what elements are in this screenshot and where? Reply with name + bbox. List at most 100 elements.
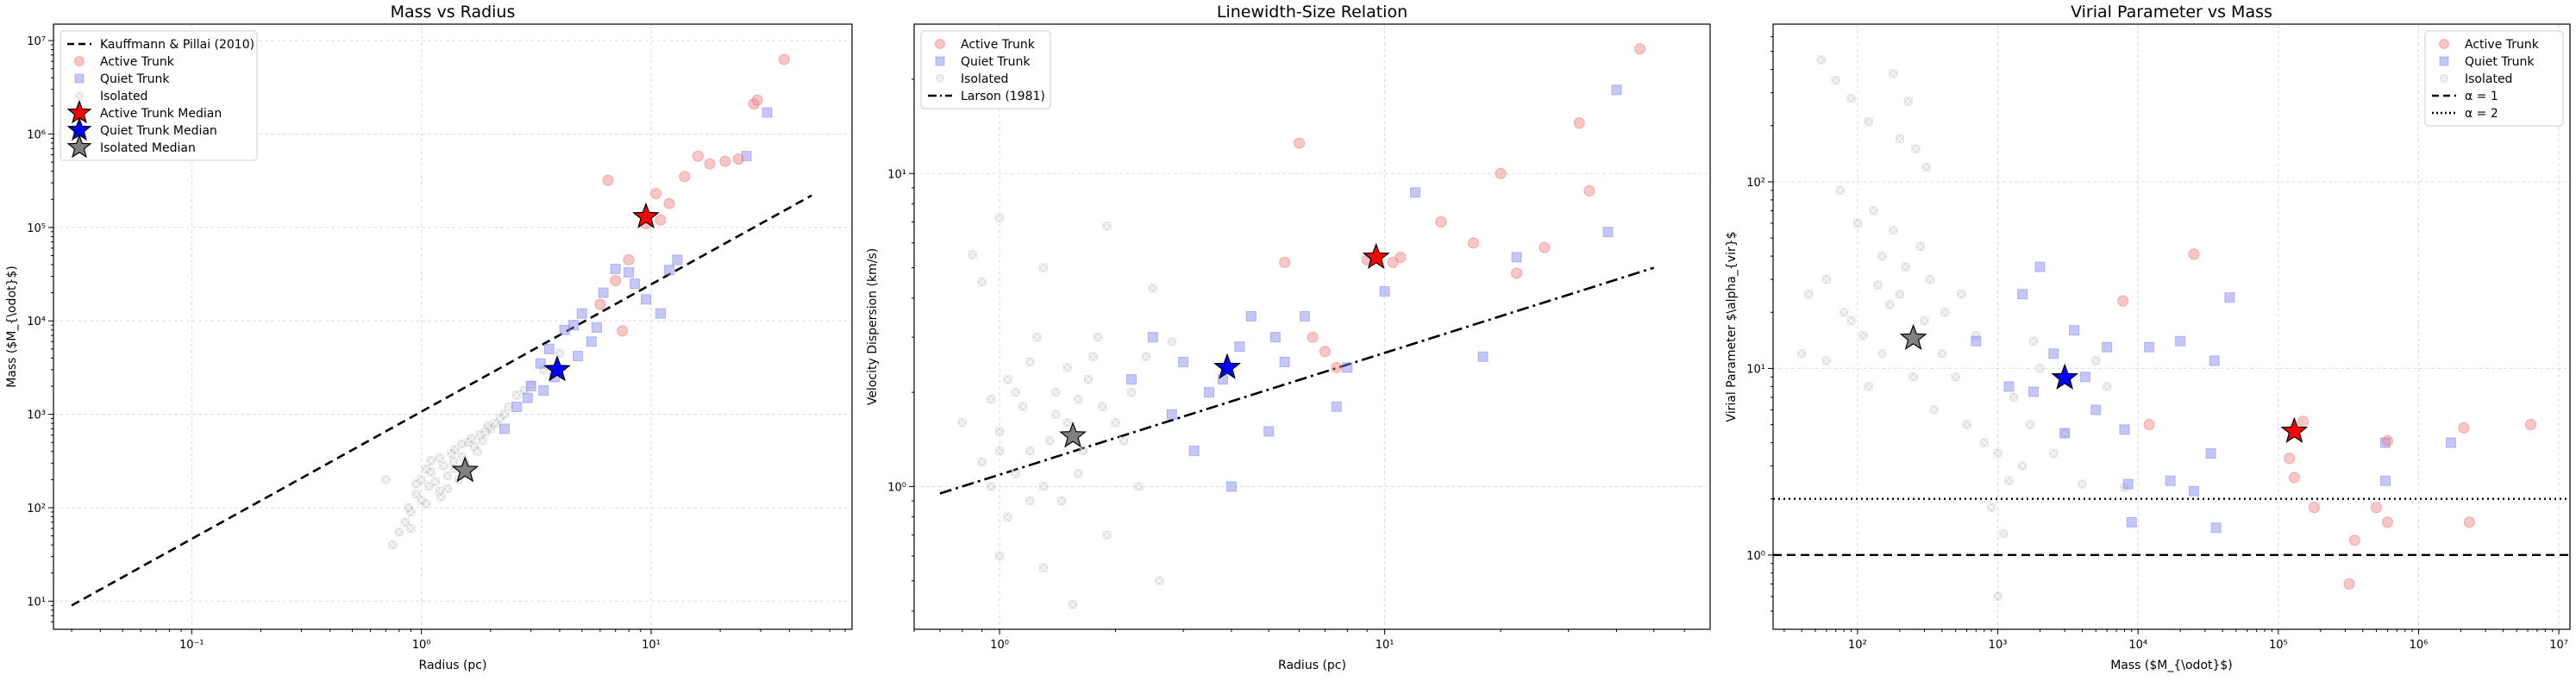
data-point-isolated-cross <box>478 435 488 446</box>
data-point-quiet-trunk <box>2188 485 2199 497</box>
data-point-quiet-trunk <box>2205 448 2216 459</box>
data-point-isolated-cross <box>994 426 1005 436</box>
data-point-isolated-cross <box>1044 435 1055 446</box>
data-point-isolated-cross <box>1025 496 1035 506</box>
data-point-quiet-trunk <box>2102 341 2113 353</box>
data-point-isolated-cross <box>2090 355 2101 365</box>
data-point-active-trunk-median <box>632 202 660 228</box>
reference-line <box>71 194 812 607</box>
grid <box>1773 24 2570 629</box>
data-point-quiet-trunk <box>2126 516 2137 528</box>
legend-label: Quiet Trunk <box>961 55 1031 69</box>
data-point-isolated-cross <box>2025 420 2035 430</box>
data-point-isolated-cross <box>480 427 491 437</box>
data-point-isolated-cross <box>2102 381 2112 391</box>
data-point-isolated-cross <box>1831 75 1841 85</box>
data-point-active-trunk <box>692 150 704 162</box>
data-point-active-trunk <box>1387 256 1399 268</box>
data-point-active-trunk <box>2117 295 2129 307</box>
data-point-isolated-cross <box>438 461 448 472</box>
axes-frame <box>1772 23 2571 630</box>
data-point-isolated-cross <box>1873 280 1883 291</box>
axes-frame <box>53 23 853 630</box>
data-point-isolated-cross <box>1141 352 1151 362</box>
axes-frame <box>913 23 1711 630</box>
panel-mass-vs-radius: Mass vs Radius Radius (pc) Mass ($M_{\od… <box>5 3 853 672</box>
data-point-active-trunk <box>617 325 629 337</box>
data-point-active-trunk <box>1539 241 1551 253</box>
data-point-isolated-cross <box>1864 116 1874 127</box>
data-point-isolated-cross <box>457 439 467 449</box>
data-point-isolated-cross <box>977 457 987 467</box>
data-point-quiet-trunk <box>543 343 555 354</box>
median-star-isolated-median <box>1059 422 1087 448</box>
data-point-quiet-trunk <box>535 358 546 369</box>
legend-label: Larson (1981) <box>961 90 1045 103</box>
data-point-quiet-trunk <box>2034 261 2046 272</box>
x-tick-label: 10² <box>1848 639 1867 652</box>
data-point-quiet-trunk <box>762 107 773 118</box>
data-point-quiet-trunk <box>1188 446 1200 457</box>
x-axis-label-radius: Radius (pc) <box>1278 659 1346 672</box>
data-point-isolated-cross <box>1920 316 1930 326</box>
reference-line <box>939 266 1655 495</box>
grid <box>53 24 852 629</box>
data-point-active-trunk <box>2188 248 2200 260</box>
y-tick-label: 10¹ <box>1746 363 1765 376</box>
legend-label: α = 2 <box>2465 107 2498 121</box>
data-point-isolated-cross <box>1993 448 2003 459</box>
legend-swatch-quiet <box>74 73 85 84</box>
data-point-active-trunk <box>2297 415 2309 428</box>
data-point-isolated-cross <box>404 503 414 513</box>
data-point-isolated-cross <box>1895 134 1905 144</box>
grid <box>914 24 1710 629</box>
y-axis-label-mass: Mass ($M_{\odot}$) <box>5 266 19 388</box>
data-point-isolated-cross <box>472 447 482 457</box>
legend-label: Isolated <box>100 90 147 103</box>
data-point-active-trunk <box>2343 578 2355 590</box>
data-point-active-trunk <box>1573 117 1585 129</box>
data-point-isolated-cross <box>986 481 996 491</box>
data-point-isolated-cross <box>1083 374 1094 384</box>
data-point-isolated-cross <box>511 390 522 400</box>
data-point-active-trunk <box>704 158 716 170</box>
data-point-quiet-trunk <box>1477 351 1489 362</box>
x-tick-label: 10⁵ <box>2269 639 2288 652</box>
data-point-isolated-median <box>451 456 479 483</box>
legend-label: Quiet Trunk <box>100 72 170 86</box>
data-point-isolated-cross <box>1003 374 1013 384</box>
data-point-active-trunk <box>1511 267 1523 279</box>
data-point-isolated-cross <box>426 467 436 478</box>
data-point-quiet-trunk <box>538 384 549 396</box>
data-point-quiet-trunk <box>2445 437 2456 448</box>
data-point-quiet-trunk <box>598 287 609 298</box>
data-point-quiet-trunk <box>1342 362 1353 373</box>
legend-swatch-active <box>74 56 85 66</box>
plot-area <box>939 43 1655 609</box>
data-point-isolated-cross <box>1839 307 1849 317</box>
data-point-isolated-cross <box>387 540 398 550</box>
data-point-isolated-cross <box>2077 479 2087 490</box>
data-point-quiet-trunk <box>576 308 587 319</box>
data-point-isolated-cross <box>411 489 422 499</box>
data-point-quiet-trunk <box>2224 292 2235 303</box>
data-point-isolated-cross <box>436 492 447 503</box>
data-point-quiet-trunk <box>1147 332 1158 343</box>
data-point-active-trunk <box>778 53 790 66</box>
data-point-quiet-trunk <box>2017 289 2028 300</box>
data-point-isolated-cross <box>1154 576 1164 586</box>
y-tick-label: 10¹ <box>887 168 906 181</box>
data-point-isolated-cross <box>1979 438 1990 448</box>
data-point-quiet-trunk <box>2069 325 2080 336</box>
data-point-quiet-trunk <box>573 351 584 362</box>
data-point-isolated-cross <box>405 523 416 534</box>
data-point-isolated-cross <box>1864 381 1874 391</box>
legend-box <box>60 30 258 161</box>
data-point-quiet-trunk <box>2122 478 2134 490</box>
data-point-isolated-cross <box>475 430 486 440</box>
data-point-isolated-cross <box>1148 283 1158 293</box>
data-point-isolated-cross <box>1961 420 1971 430</box>
legend-swatch-quiet <box>935 56 945 66</box>
data-point-isolated-cross <box>1025 357 1035 367</box>
data-point-isolated-cross <box>1821 274 1832 284</box>
